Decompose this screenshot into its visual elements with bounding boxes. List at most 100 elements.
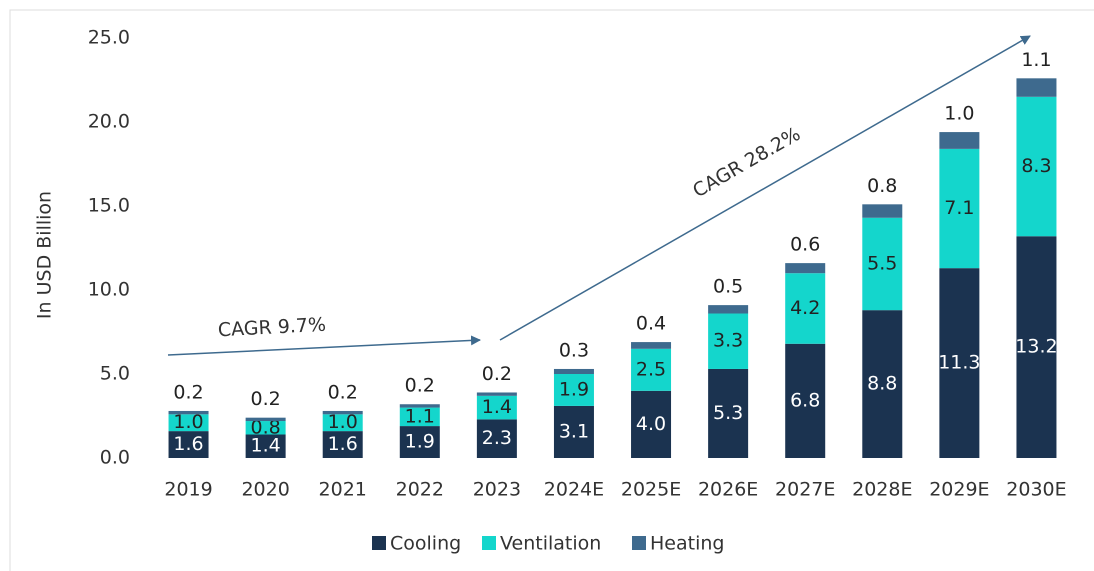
data-label: 3.1: [559, 420, 589, 442]
data-label: 0.2: [173, 381, 203, 403]
data-label: 4.0: [636, 413, 666, 435]
data-label: 8.8: [867, 373, 897, 395]
bar-segment: [1016, 236, 1057, 458]
annotation: CAGR 28.2%: [689, 123, 804, 202]
bar-segment: [708, 368, 749, 458]
bar-segment: [322, 414, 363, 432]
data-label: 1.0: [328, 411, 358, 433]
bar-segment: [245, 434, 286, 458]
data-label: 8.3: [1021, 155, 1051, 177]
bar-segment: [1016, 78, 1057, 97]
legend-label: Cooling: [390, 533, 461, 555]
legend-swatch: [372, 536, 386, 550]
bar-segment: [399, 404, 440, 408]
x-tick-label: 2019: [164, 479, 212, 501]
x-tick-label: 2023: [473, 479, 521, 501]
x-tick-label: 2022: [396, 479, 444, 501]
bar-segment: [476, 392, 517, 396]
data-label: 1.0: [173, 411, 203, 433]
data-label: 0.4: [636, 313, 666, 335]
x-tick-label: 2029E: [929, 479, 989, 501]
x-tick-label: 2028E: [852, 479, 912, 501]
data-label: 0.2: [328, 381, 358, 403]
bar-segment: [168, 410, 209, 415]
data-label: 1.0: [944, 103, 974, 125]
data-label: 1.6: [328, 433, 358, 455]
arrow: [167, 335, 481, 356]
legend-swatch: [632, 536, 646, 550]
bar-segment: [939, 268, 980, 458]
bar-segment: [631, 342, 672, 349]
data-label: 0.5: [713, 276, 743, 298]
data-label: 1.4: [251, 435, 281, 457]
bar-segment: [708, 305, 749, 314]
bar-segment: [939, 148, 980, 269]
bar-segment: [862, 204, 903, 218]
bar-segment: [862, 310, 903, 458]
bar-segment: [553, 405, 594, 458]
x-tick-label: 2027E: [775, 479, 835, 501]
data-label: 0.2: [251, 388, 281, 410]
data-label: 1.9: [405, 431, 435, 453]
data-label: 2.3: [482, 427, 512, 449]
data-label: 1.9: [559, 378, 589, 400]
x-tick-label: 2030E: [1006, 479, 1066, 501]
y-tick-label: 0.0: [100, 447, 130, 469]
x-tick-label: 2026E: [698, 479, 758, 501]
data-label: 3.3: [713, 330, 743, 352]
data-label: 0.8: [251, 416, 281, 438]
legend-swatch: [482, 536, 496, 550]
bar-segment: [322, 410, 363, 415]
bar-segment: [168, 431, 209, 458]
data-label: 0.3: [559, 339, 589, 361]
data-label: 2.5: [636, 358, 666, 380]
data-label: 4.2: [790, 297, 820, 319]
bar-segment: [245, 421, 286, 435]
y-tick-label: 20.0: [88, 111, 130, 133]
bar-segment: [168, 414, 209, 432]
bar-segment: [785, 263, 826, 274]
annotation: CAGR 9.7%: [217, 314, 326, 342]
bar-segment: [631, 390, 672, 458]
data-label: 5.5: [867, 252, 897, 274]
data-label: 0.8: [867, 175, 897, 197]
bar-segment: [476, 419, 517, 458]
x-tick-label: 2024E: [544, 479, 604, 501]
data-label: 7.1: [944, 197, 974, 219]
data-label: 1.1: [1021, 49, 1051, 71]
bar-segment: [476, 395, 517, 420]
data-label: 1.4: [482, 396, 512, 418]
bar-segment: [399, 407, 440, 427]
data-label: 1.1: [405, 405, 435, 427]
legend-label: Heating: [650, 533, 724, 555]
data-label: 0.2: [482, 363, 512, 385]
data-label: 5.3: [713, 402, 743, 424]
bar-segment: [708, 313, 749, 369]
bar-segment: [553, 374, 594, 406]
bar-segment: [939, 132, 980, 149]
y-tick-label: 15.0: [88, 195, 130, 217]
data-label: 11.3: [938, 352, 980, 374]
legend-label: Ventilation: [500, 533, 601, 555]
x-tick-label: 2025E: [621, 479, 681, 501]
data-label: 1.6: [173, 433, 203, 455]
y-tick-label: 5.0: [100, 363, 130, 385]
bar-segment: [785, 343, 826, 458]
data-label: 13.2: [1015, 336, 1057, 358]
data-label: 0.2: [405, 375, 435, 397]
bar-segment: [322, 431, 363, 458]
frame: [9, 9, 1094, 571]
data-label: 0.6: [790, 234, 820, 256]
arrow: [499, 35, 1031, 341]
data-label: 6.8: [790, 389, 820, 411]
x-tick-label: 2020: [241, 479, 289, 501]
bar-segment: [862, 217, 903, 311]
y-axis-label: In USD Billion: [34, 191, 56, 319]
y-tick-label: 25.0: [88, 27, 130, 49]
bar-segment: [1016, 96, 1057, 237]
bar-segment: [399, 426, 440, 458]
x-tick-label: 2021: [319, 479, 367, 501]
bar-segment: [785, 273, 826, 344]
y-tick-label: 10.0: [88, 279, 130, 301]
